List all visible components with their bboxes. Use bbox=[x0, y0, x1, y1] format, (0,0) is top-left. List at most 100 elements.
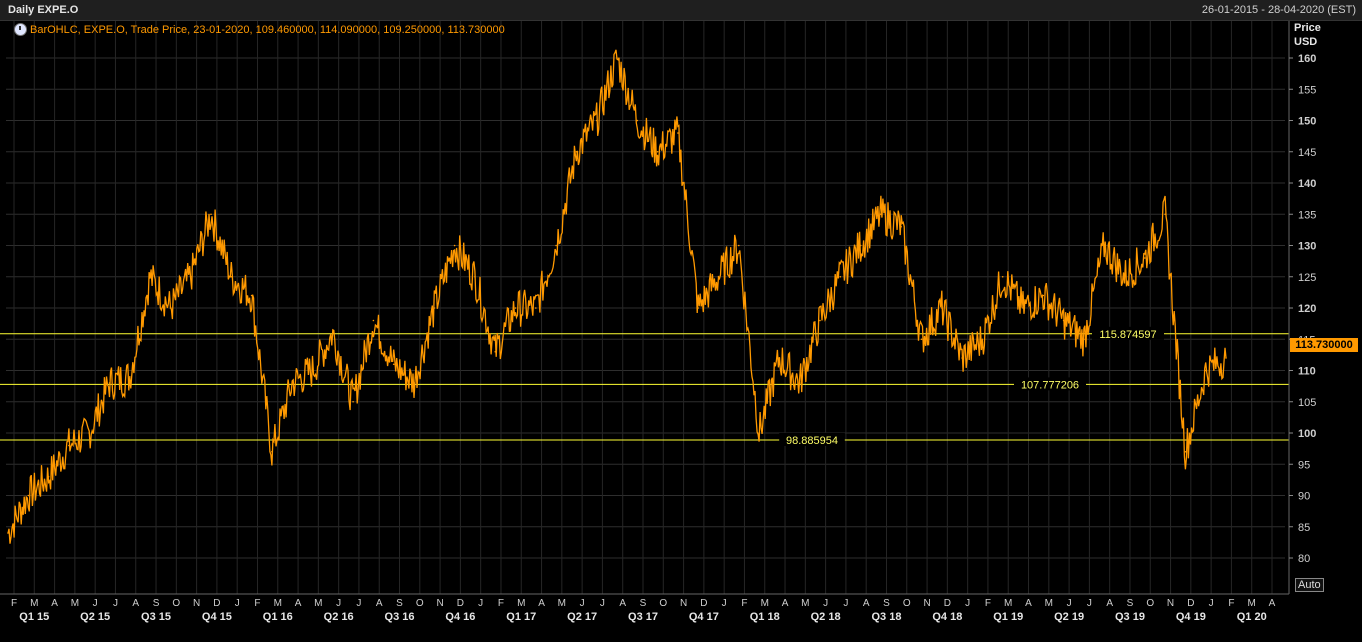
data-point bbox=[1225, 357, 1227, 359]
data-point bbox=[1042, 294, 1045, 297]
series-legend[interactable]: BarOHLC, EXPE.O, Trade Price, 23-01-2020… bbox=[14, 23, 505, 36]
data-point bbox=[1144, 257, 1146, 259]
x-tick-label: N bbox=[923, 598, 930, 609]
data-point bbox=[311, 369, 314, 372]
x-tick-label: O bbox=[659, 598, 667, 609]
x-tick-label: J bbox=[1209, 598, 1214, 609]
quarter-label: Q1 20 bbox=[1237, 611, 1267, 623]
x-tick-label: M bbox=[517, 598, 525, 609]
x-tick-label: N bbox=[1167, 598, 1174, 609]
quarter-label: Q3 15 bbox=[141, 611, 171, 623]
quarter-label: Q3 19 bbox=[1115, 611, 1145, 623]
data-point bbox=[1164, 213, 1166, 216]
data-point bbox=[758, 432, 760, 434]
x-tick-label: J bbox=[1067, 598, 1072, 609]
data-point bbox=[27, 494, 30, 497]
last-price-badge: 113.730000 bbox=[1290, 338, 1358, 352]
data-point bbox=[47, 475, 50, 478]
quarter-label: Q2 15 bbox=[80, 611, 110, 623]
data-point bbox=[372, 319, 375, 322]
y-tick-label: 110 bbox=[1298, 366, 1316, 378]
y-tick-label: 135 bbox=[1298, 209, 1316, 221]
x-tick-label: F bbox=[985, 598, 991, 609]
x-tick-label: A bbox=[782, 598, 789, 609]
quarter-label: Q1 15 bbox=[19, 611, 49, 623]
horizontal-lines[interactable]: 115.874597 107.777206 98.885954 bbox=[0, 326, 1289, 447]
x-tick-label: N bbox=[193, 598, 200, 609]
data-point bbox=[352, 400, 354, 403]
data-point bbox=[433, 307, 436, 309]
data-point bbox=[1123, 275, 1126, 278]
data-point bbox=[413, 382, 415, 384]
quarter-label: Q3 16 bbox=[385, 611, 415, 623]
data-point bbox=[575, 150, 578, 153]
y-tick-label: 90 bbox=[1298, 491, 1310, 503]
quarter-label: Q3 17 bbox=[628, 611, 658, 623]
x-tick-label: M bbox=[71, 598, 79, 609]
quarter-label: Q2 18 bbox=[811, 611, 841, 623]
data-point bbox=[941, 307, 943, 309]
x-tick-label: A bbox=[1269, 598, 1276, 609]
x-tick-label: A bbox=[1106, 598, 1113, 609]
data-point bbox=[230, 275, 233, 278]
x-tick-label: M bbox=[1004, 598, 1012, 609]
x-tick-label: S bbox=[640, 598, 647, 609]
x-tick-label: A bbox=[376, 598, 383, 609]
hline-label-bg bbox=[779, 432, 845, 446]
price-line bbox=[7, 49, 1227, 544]
auto-scale-button[interactable]: Auto bbox=[1295, 578, 1324, 592]
x-tick-label: D bbox=[1187, 598, 1194, 609]
x-tick-label: F bbox=[741, 598, 747, 609]
x-tick-label: S bbox=[396, 598, 403, 609]
y-tick-label: 130 bbox=[1298, 241, 1316, 253]
data-point bbox=[839, 275, 842, 278]
data-point bbox=[494, 350, 497, 353]
x-tick-label: S bbox=[883, 598, 890, 609]
x-tick-label: J bbox=[843, 598, 848, 609]
x-tick-label: J bbox=[722, 598, 727, 609]
data-point bbox=[1184, 450, 1187, 453]
y-tick-label: 155 bbox=[1298, 84, 1316, 96]
data-point bbox=[677, 132, 679, 134]
legend-text: BarOHLC, EXPE.O, Trade Price, 23-01-2020… bbox=[30, 23, 505, 36]
data-point bbox=[738, 244, 740, 247]
x-tick-label: A bbox=[51, 598, 58, 609]
quarter-label: Q4 19 bbox=[1176, 611, 1206, 623]
data-point bbox=[920, 338, 923, 341]
y-tick-label: 125 bbox=[1298, 272, 1316, 284]
x-tick-label: O bbox=[416, 598, 424, 609]
x-tick-label: M bbox=[30, 598, 38, 609]
y-tick-label: 120 bbox=[1298, 303, 1316, 315]
data-point bbox=[453, 244, 456, 247]
x-tick-label: J bbox=[823, 598, 828, 609]
data-point bbox=[169, 307, 172, 309]
x-tick-label: O bbox=[172, 598, 180, 609]
data-point bbox=[961, 357, 963, 359]
y-tick-label: 150 bbox=[1298, 116, 1316, 128]
x-tick-label: O bbox=[1146, 598, 1154, 609]
data-point bbox=[210, 213, 212, 216]
data-point bbox=[778, 357, 781, 359]
quarter-label: Q4 18 bbox=[932, 611, 962, 623]
x-tick-label: J bbox=[356, 598, 361, 609]
data-point bbox=[656, 150, 659, 153]
y-tick-label: 145 bbox=[1298, 147, 1316, 159]
x-tick-label: M bbox=[801, 598, 809, 609]
x-tick-label: J bbox=[113, 598, 118, 609]
x-tick-label: F bbox=[11, 598, 17, 609]
x-tick-label: F bbox=[498, 598, 504, 609]
quarter-label: Q1 16 bbox=[263, 611, 293, 623]
data-point bbox=[859, 244, 862, 247]
data-point bbox=[7, 532, 9, 534]
x-tick-label: J bbox=[965, 598, 970, 609]
axis-title-price: Price bbox=[1294, 22, 1321, 34]
y-tick-label: 95 bbox=[1298, 459, 1310, 471]
x-tick-label: D bbox=[700, 598, 707, 609]
quarter-label: Q4 17 bbox=[689, 611, 719, 623]
data-point bbox=[1103, 244, 1105, 247]
data-point bbox=[1083, 338, 1085, 341]
data-point bbox=[68, 444, 70, 447]
x-tick-label: N bbox=[680, 598, 687, 609]
hline-label: 98.885954 bbox=[786, 435, 838, 447]
